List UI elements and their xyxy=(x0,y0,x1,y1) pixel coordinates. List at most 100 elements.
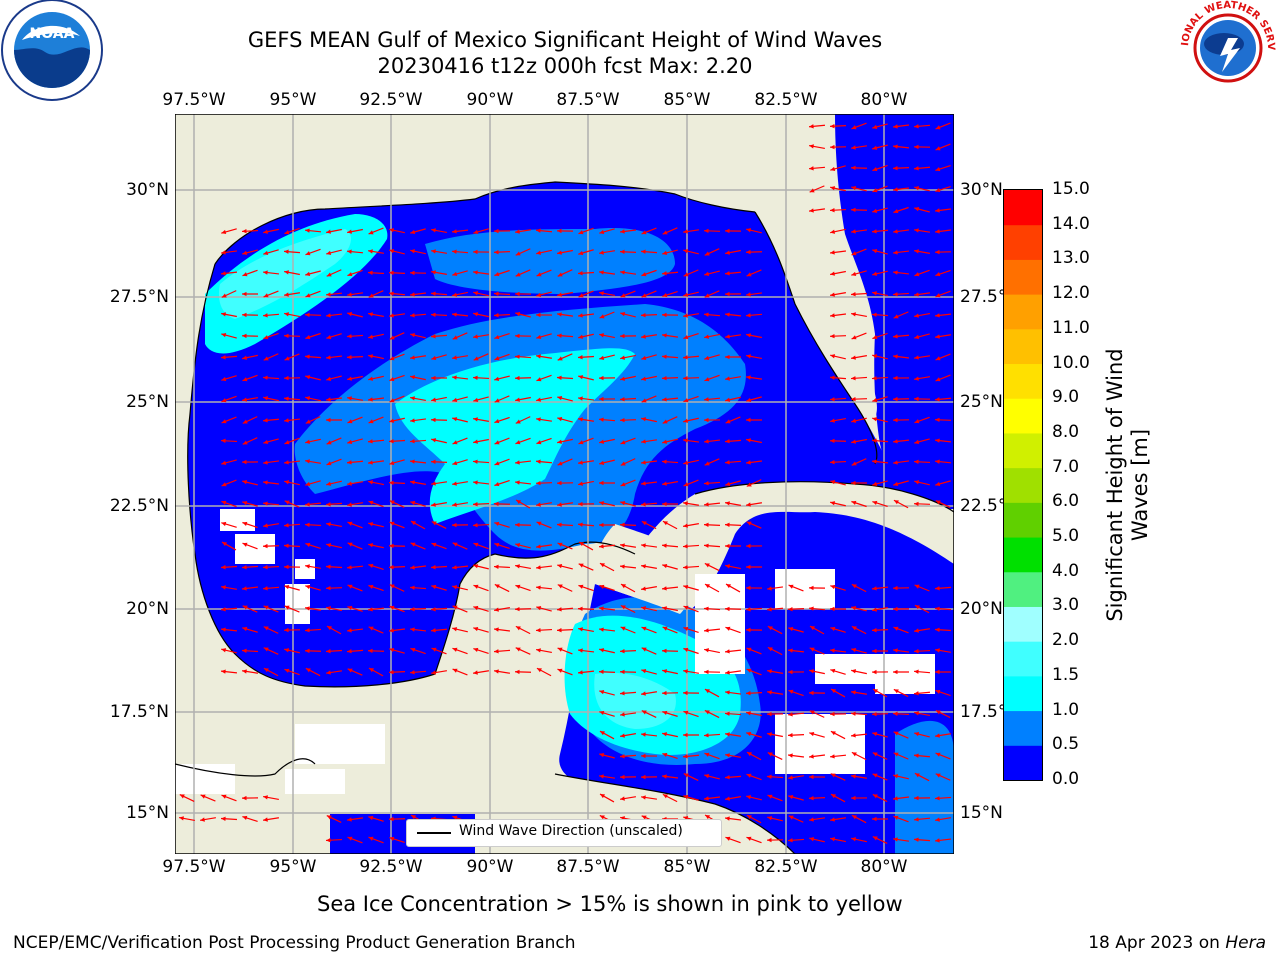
wind-wave-arrow xyxy=(788,626,804,633)
wind-wave-arrow xyxy=(914,376,930,381)
wind-wave-arrow xyxy=(368,563,384,570)
wind-wave-arrow xyxy=(619,249,637,255)
wind-wave-arrow xyxy=(872,207,888,213)
colorbar-tick-label: 7.0 xyxy=(1052,456,1080,477)
wind-wave-arrow xyxy=(892,354,910,359)
wind-wave-arrow xyxy=(662,438,678,444)
colorbar-segment xyxy=(1004,328,1042,365)
wind-wave-arrow xyxy=(535,459,553,464)
wind-wave-arrow xyxy=(872,752,888,760)
wind-wave-arrow xyxy=(241,333,259,339)
wind-wave-arrow xyxy=(703,481,721,486)
wind-wave-arrow xyxy=(850,207,868,213)
wind-wave-arrow xyxy=(430,481,448,486)
wind-wave-arrow xyxy=(703,543,721,548)
wind-wave-arrow xyxy=(746,773,762,781)
lon-tick-bottom: 97.5°W xyxy=(162,857,226,877)
wind-wave-arrow xyxy=(325,417,343,423)
wind-wave-arrow xyxy=(283,396,301,401)
wind-wave-arrow xyxy=(304,502,322,507)
wind-wave-arrow xyxy=(388,313,406,318)
wind-wave-arrow xyxy=(914,416,930,424)
wind-wave-arrow xyxy=(263,353,279,361)
wind-wave-arrow xyxy=(871,312,889,317)
wind-wave-arrow xyxy=(704,458,720,466)
wind-wave-arrow xyxy=(745,460,763,465)
wind-wave-arrow xyxy=(431,520,447,530)
wind-wave-arrow xyxy=(388,816,406,822)
colorbar-segment xyxy=(1004,537,1042,573)
wind-wave-arrow xyxy=(389,647,405,654)
wind-wave-arrow xyxy=(242,374,258,382)
wind-wave-arrow xyxy=(935,480,951,487)
wind-wave-arrow xyxy=(913,669,931,674)
wind-wave-arrow xyxy=(913,166,931,171)
wind-wave-arrow xyxy=(851,270,867,277)
wind-wave-arrow xyxy=(871,816,889,822)
wind-wave-arrow xyxy=(746,396,762,403)
wind-wave-arrow xyxy=(179,816,195,822)
wind-wave-arrow xyxy=(893,815,909,823)
wind-wave-arrow xyxy=(746,668,762,676)
no-data-patch xyxy=(285,769,345,794)
wind-wave-arrow xyxy=(241,648,259,653)
wind-wave-arrow xyxy=(367,270,385,275)
wind-wave-arrow xyxy=(409,418,427,423)
wind-wave-arrow xyxy=(935,500,951,508)
wind-wave-arrow xyxy=(514,480,532,485)
wind-wave-arrow xyxy=(746,836,762,844)
wind-wave-arrow xyxy=(598,627,616,632)
wind-wave-arrow xyxy=(473,353,489,361)
wind-wave-arrow xyxy=(892,375,910,381)
wind-wave-arrow xyxy=(221,459,237,465)
wind-wave-arrow xyxy=(725,583,741,593)
wind-wave-arrow xyxy=(725,796,741,801)
wind-wave-arrow xyxy=(914,269,930,277)
wind-wave-arrow xyxy=(871,438,889,443)
wind-wave-arrow xyxy=(515,248,531,256)
wind-wave-arrow xyxy=(284,292,300,297)
wind-wave-arrow xyxy=(830,186,846,192)
wind-wave-arrow xyxy=(641,564,657,569)
wind-wave-arrow xyxy=(619,417,637,423)
wind-wave-arrow xyxy=(431,438,447,444)
wind-wave-arrow xyxy=(325,292,343,297)
wind-wave-arrow xyxy=(683,269,699,277)
wind-wave-arrow xyxy=(220,355,238,360)
wind-wave-arrow xyxy=(661,690,679,696)
wind-wave-arrow xyxy=(347,502,363,507)
wind-wave-arrow xyxy=(242,437,258,445)
wind-wave-arrow xyxy=(493,249,511,255)
wind-wave-arrow xyxy=(577,501,595,507)
wind-wave-arrow xyxy=(242,249,258,255)
wind-wave-arrow xyxy=(683,501,699,506)
wind-wave-arrow xyxy=(913,228,931,233)
wind-wave-arrow xyxy=(662,227,678,235)
footer-date-text: 18 Apr 2023 on xyxy=(1088,933,1226,953)
wind-wave-arrow xyxy=(851,122,867,130)
wind-wave-arrow xyxy=(473,542,489,550)
wind-wave-arrow xyxy=(263,396,279,402)
wind-wave-arrow xyxy=(892,796,910,801)
wind-wave-arrow xyxy=(367,439,385,444)
wind-wave-arrow xyxy=(451,375,469,380)
wind-wave-arrow xyxy=(914,312,930,318)
wind-wave-arrow xyxy=(640,312,658,318)
wind-wave-arrow xyxy=(599,690,615,696)
wind-wave-arrow xyxy=(724,775,742,780)
wind-wave-arrow xyxy=(788,815,804,823)
wind-wave-arrow xyxy=(641,375,657,381)
wind-wave-arrow xyxy=(220,669,238,674)
wind-wave-arrow xyxy=(830,668,846,675)
wind-wave-arrow xyxy=(767,794,783,802)
wind-wave-arrow xyxy=(661,312,679,318)
wave-height-map xyxy=(175,114,954,854)
wind-wave-arrow xyxy=(326,375,342,381)
wind-wave-arrow xyxy=(935,269,951,277)
wind-wave-arrow xyxy=(599,730,615,740)
wind-wave-arrow xyxy=(872,123,888,130)
wind-wave-arrow xyxy=(410,396,426,402)
wind-wave-arrow xyxy=(830,584,846,591)
wind-wave-arrow xyxy=(326,815,342,823)
wind-wave-arrow xyxy=(389,353,405,361)
